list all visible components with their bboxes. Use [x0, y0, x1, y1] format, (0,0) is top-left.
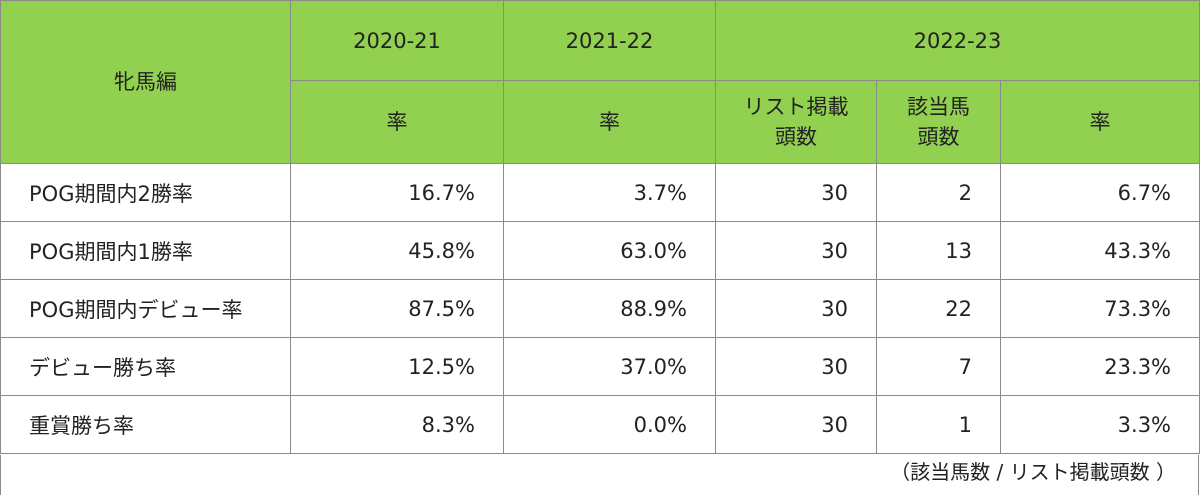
subheader-line: 率 [1089, 110, 1111, 134]
cell-value: 12.5% [290, 337, 504, 396]
subheader-line: 該当馬 [907, 95, 970, 119]
subheader: 率 [999, 80, 1200, 164]
subheader: 該当馬 頭数 [876, 80, 1001, 164]
cell-value: 30 [715, 163, 877, 222]
group-header: 2022-23 [714, 0, 1200, 81]
cell-value: 2 [876, 163, 1001, 222]
subheader: 率 [503, 80, 716, 164]
cell-value: 7 [876, 337, 1001, 396]
subheader-row: 率率リスト掲載 頭数 該当馬 頭数率 [1, 80, 1200, 164]
row-label: POG期間内2勝率 [0, 163, 291, 222]
note: （該当馬数 / リスト掲載頭数 ） [0, 455, 1199, 495]
cell-value: 8.3% [290, 395, 504, 454]
subheader-line: 頭数 [775, 125, 817, 149]
table-body: POG期間内2勝率 16.7% 3.7% 30 2 6.7% POG期間内1勝率 45.8% 6… [0, 163, 1200, 454]
cell-value: 1 [876, 395, 1001, 454]
cell-value: 23.3% [999, 337, 1200, 396]
cell-value: 73.3% [999, 279, 1200, 338]
group-header: 2020-21 [290, 0, 504, 81]
cell-value: 63.0% [503, 221, 716, 280]
subheader-line: 頭数 [917, 125, 960, 149]
corner-header: 牝馬編 [0, 0, 291, 164]
subheader: 率 [290, 80, 504, 164]
subheader-line: 率 [599, 110, 620, 134]
cell-value: 13 [876, 221, 1001, 280]
group-header: 2021-22 [503, 0, 716, 81]
cell-value: 3.7% [503, 163, 716, 222]
subheader-line: リスト掲載 [743, 95, 849, 119]
cell-value: 87.5% [290, 279, 504, 338]
cell-value: 0.0% [503, 395, 716, 454]
cell-value: 3.3% [999, 395, 1200, 454]
subheader-line: 率 [386, 110, 408, 134]
table: 牝馬編 2020-21 2021-22 2022-23 率率リスト掲載 頭数 該当馬… [0, 0, 1200, 454]
cell-value: 6.7% [999, 163, 1200, 222]
cell-value: 37.0% [503, 337, 716, 396]
header-row: 牝馬編 2020-21 2021-22 2022-23 [0, 0, 1200, 164]
data-row: デビュー勝ち率 12.5% 37.0% 30 7 23.3% [0, 337, 1200, 396]
row-label: 重賞勝ち率 [0, 395, 291, 454]
data-row: 重賞勝ち率 8.3% 0.0% 30 1 3.3% [0, 395, 1200, 454]
cell-value: 30 [715, 395, 877, 454]
row-label: POG期間内1勝率 [0, 221, 291, 280]
row-label: デビュー勝ち率 [0, 337, 291, 396]
cell-value: 30 [715, 221, 877, 280]
cell-value: 45.8% [290, 221, 504, 280]
cell-value: 43.3% [999, 221, 1200, 280]
data-row: POG期間内デビュー率 87.5% 88.9% 30 22 73.3% [0, 279, 1200, 338]
cell-value: 30 [715, 337, 877, 396]
cell-value: 16.7% [290, 163, 504, 222]
cell-value: 22 [876, 279, 1001, 338]
row-label: POG期間内デビュー率 [0, 279, 291, 338]
subheader: リスト掲載 頭数 [715, 80, 877, 164]
cell-value: 88.9% [503, 279, 716, 338]
cell-value: 30 [715, 279, 877, 338]
data-row: POG期間内1勝率 45.8% 63.0% 30 13 43.3% [0, 221, 1200, 280]
data-row: POG期間内2勝率 16.7% 3.7% 30 2 6.7% [0, 163, 1200, 222]
